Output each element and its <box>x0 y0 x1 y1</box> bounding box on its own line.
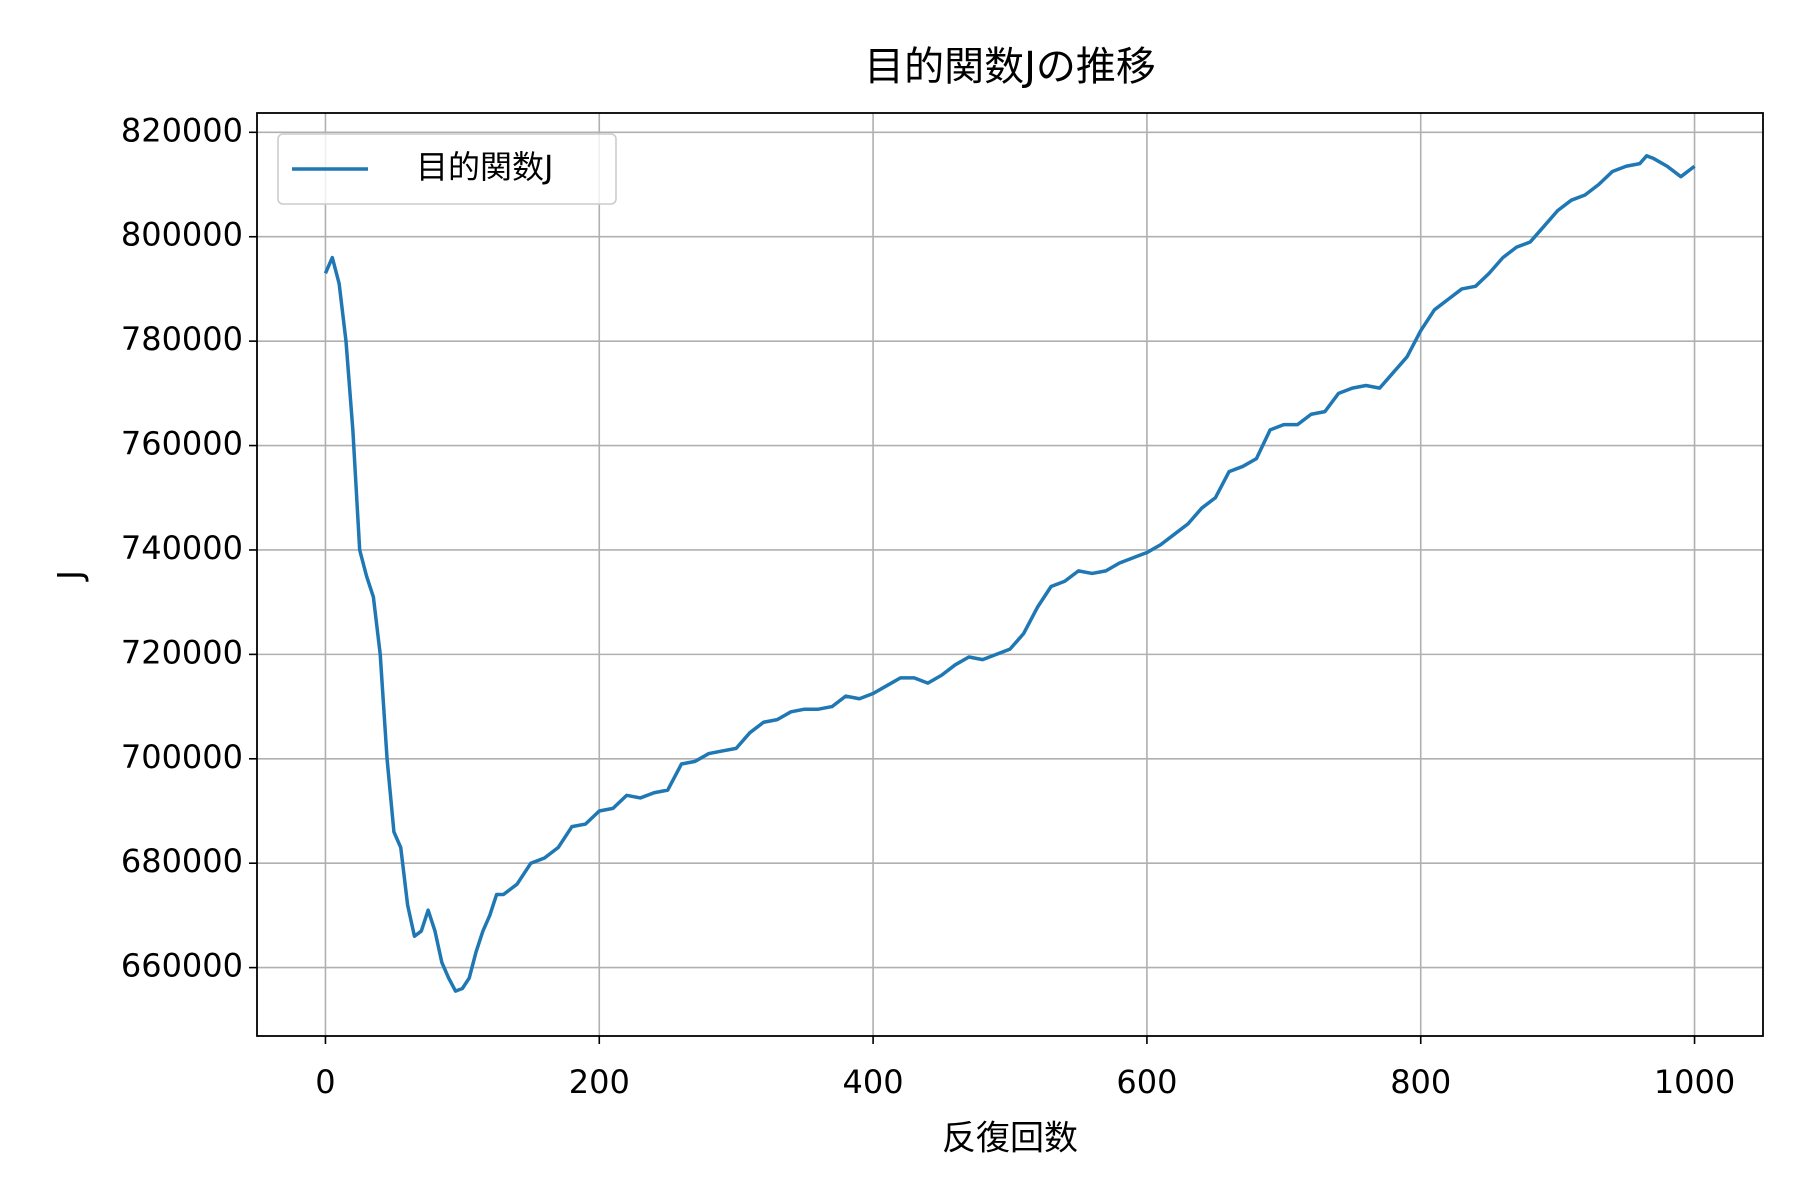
legend-box <box>277 133 617 205</box>
x-tick-label: 400 <box>843 1063 904 1101</box>
data-line <box>323 154 1696 993</box>
y-tick-label: 680000 <box>121 842 243 880</box>
legend-label: 目的関数J <box>416 148 553 186</box>
x-tick-label: 0 <box>315 1063 335 1101</box>
x-tick-label: 1000 <box>1654 1063 1735 1101</box>
y-tick-label: 760000 <box>121 425 243 463</box>
y-axis-label: J <box>51 570 91 582</box>
y-tick-label: 740000 <box>121 529 243 567</box>
x-axis-label: 反復回数 <box>942 1119 1078 1159</box>
y-tick-label: 720000 <box>121 633 243 671</box>
y-tick-label: 660000 <box>121 947 243 985</box>
y-tick-label: 780000 <box>121 320 243 358</box>
x-tick-label: 800 <box>1390 1063 1451 1101</box>
plot-frame <box>256 112 1764 1037</box>
chart-title: 目的関数Jの推移 <box>864 44 1156 90</box>
x-tick-label: 600 <box>1116 1063 1177 1101</box>
y-tick-label: 800000 <box>121 216 243 254</box>
x-tick-label: 200 <box>569 1063 630 1101</box>
y-tick-label: 700000 <box>121 738 243 776</box>
y-tick-label: 820000 <box>121 111 243 149</box>
